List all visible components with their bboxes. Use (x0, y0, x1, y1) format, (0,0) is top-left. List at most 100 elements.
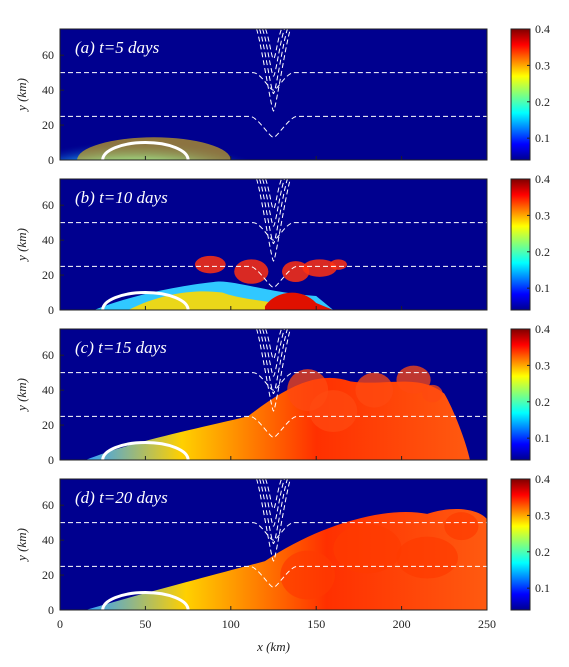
colorbar-tick-label: 0.3 (535, 58, 550, 72)
panel-title: (d) t=20 days (75, 488, 168, 507)
plume-eddy (234, 259, 269, 284)
plume-eddy (302, 259, 337, 277)
y-tick-label: 60 (42, 198, 54, 212)
y-tick-label: 40 (42, 233, 54, 247)
plume-eddy (329, 259, 347, 270)
plot-frame (59, 328, 488, 461)
contour-line-notch (259, 329, 288, 395)
plume-eddy (355, 372, 394, 408)
colorbar-tick-label: 0.4 (535, 322, 550, 336)
contour-line-50 (60, 372, 487, 391)
x-tick-label: 100 (222, 617, 240, 631)
colorbar (510, 478, 531, 611)
plume-eddy (333, 524, 402, 574)
y-tick-label: 60 (42, 348, 54, 362)
colorbar-tick-label: 0.2 (535, 95, 550, 109)
colorbar-tick-label: 0.1 (535, 431, 550, 445)
plume-hot (264, 292, 334, 310)
y-tick-label: 20 (42, 568, 54, 582)
panel-d: (d) t=20 days 0 20 40 60 y (km) 0 50 100 150 200 25… (14, 472, 550, 631)
contour-line-50 (60, 222, 487, 241)
panel-title: (c) t=15 days (75, 338, 167, 357)
colorbar-tick-label: 0.2 (535, 245, 550, 259)
colorbar-tick-label: 0.1 (535, 581, 550, 595)
y-tick-label: 40 (42, 383, 54, 397)
contour-line-notch (262, 329, 285, 377)
contour-line-notch (259, 29, 288, 95)
x-tick-label: 150 (307, 617, 325, 631)
y-axis-label: y (km) (14, 528, 29, 563)
plume-eddy (422, 384, 443, 403)
contour-line-notch (265, 29, 282, 60)
contour-line-25 (60, 415, 487, 438)
y-tick-label: 0 (48, 303, 54, 317)
x-axis-label: x (km) (256, 639, 290, 654)
colorbar (510, 178, 531, 311)
contour-line-25 (60, 565, 487, 588)
source-region-outline (101, 291, 190, 310)
x-tick-label: 50 (139, 617, 151, 631)
contour-line-notch (262, 29, 285, 77)
y-tick-label: 40 (42, 83, 54, 97)
plume-eddy (444, 512, 479, 541)
contour-line-notch (259, 179, 288, 245)
panel-title: (a) t=5 days (75, 38, 160, 57)
contour-line-25 (60, 265, 487, 288)
plume-eddy (194, 255, 226, 274)
y-axis-label: y (km) (14, 378, 29, 413)
colorbar-tick-label: 0.2 (535, 545, 550, 559)
plume-eddy (396, 536, 458, 579)
colorbar-tick-label: 0.1 (535, 131, 550, 145)
panel-title: (b) t=10 days (75, 188, 168, 207)
y-tick-label: 60 (42, 48, 54, 62)
colorbar-tick-label: 0.3 (535, 208, 550, 222)
colorbar-tick-label: 0.4 (535, 172, 550, 186)
colorbar-tick-label: 0.1 (535, 281, 550, 295)
plot-frame (59, 28, 488, 161)
plume-core (77, 137, 231, 160)
source-region-outline (101, 591, 190, 610)
contour-line-notch (265, 479, 282, 510)
contour-line-25 (60, 115, 487, 138)
colorbar-tick-label: 0.4 (535, 472, 550, 486)
panel-b: (b) t=10 days 0 20 40 60 y (km) 0.1 0.2 0.3 0.4 (14, 172, 550, 317)
colorbar-tick-label: 0.4 (535, 22, 550, 36)
contour-line-notch (265, 329, 282, 360)
y-tick-label: 60 (42, 498, 54, 512)
y-tick-label: 40 (42, 533, 54, 547)
colorbar (510, 28, 531, 161)
colorbar-tick-label: 0.3 (535, 508, 550, 522)
source-region-outline (101, 141, 190, 160)
plot-frame (59, 478, 488, 611)
contour-line-notch (256, 29, 291, 112)
y-tick-label: 0 (48, 453, 54, 467)
x-tick-label: 0 (57, 617, 63, 631)
y-tick-label: 0 (48, 153, 54, 167)
y-tick-label: 20 (42, 268, 54, 282)
plume-eddy (309, 390, 358, 433)
plot-frame (59, 178, 488, 311)
contour-line-notch (262, 179, 285, 227)
contour-line-notch (256, 479, 291, 562)
contour-line-notch (256, 329, 291, 412)
contour-line-notch (256, 179, 291, 262)
y-tick-label: 20 (42, 418, 54, 432)
contour-line-50 (60, 72, 487, 91)
plume-eddy (280, 550, 335, 600)
y-axis-label: y (km) (14, 78, 29, 113)
x-tick-label: 250 (478, 617, 496, 631)
colorbar-tick-label: 0.3 (535, 358, 550, 372)
plot-background (60, 179, 487, 310)
colorbar-tick-label: 0.2 (535, 395, 550, 409)
x-tick-label: 200 (393, 617, 411, 631)
y-tick-label: 20 (42, 118, 54, 132)
contour-line-50 (60, 522, 487, 541)
panel-a: (a) t=5 days 0 20 40 60 y (km) 0.1 0.2 0.3 0.4 (14, 22, 550, 167)
panel-c: (c) t=15 days 0 20 40 60 y (km) 0.1 0.2 0.3 0.4 (14, 322, 550, 467)
source-region-outline (101, 441, 190, 460)
colorbar (510, 328, 531, 461)
y-tick-label: 0 (48, 603, 54, 617)
contour-line-notch (259, 479, 288, 545)
contour-line-notch (262, 479, 285, 527)
